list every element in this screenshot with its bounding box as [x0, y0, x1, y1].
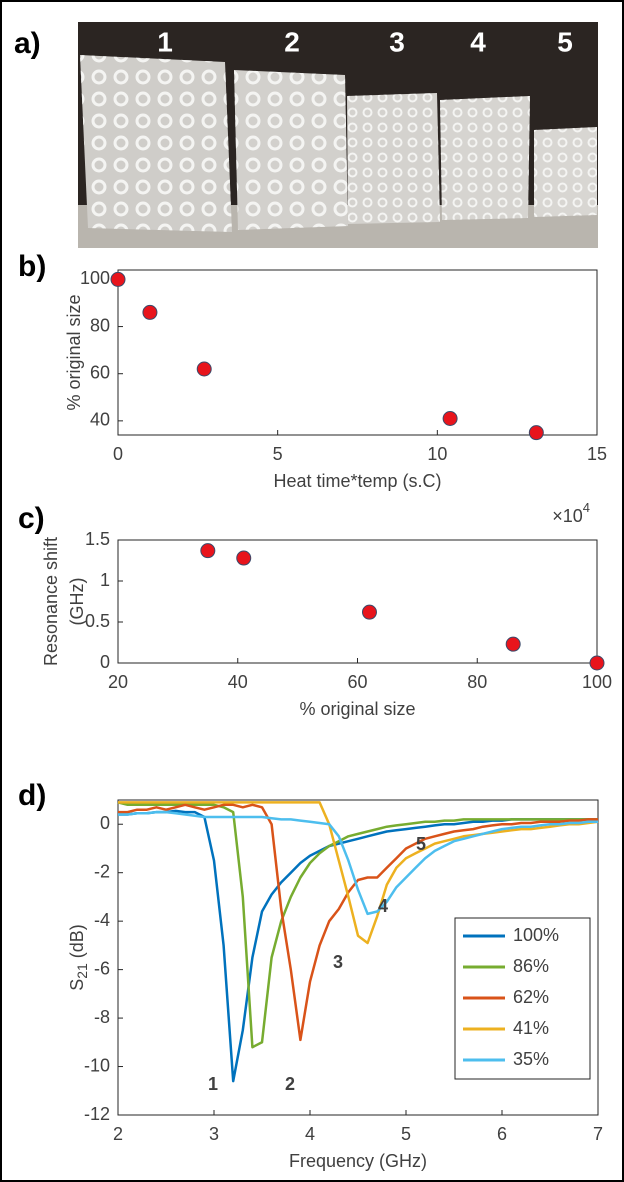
- annotation: 1: [208, 1074, 218, 1094]
- y-axis-label: Resonance shift: [41, 537, 61, 666]
- x-tick-label: 40: [228, 672, 248, 692]
- panel-label: b): [18, 250, 46, 283]
- data-point: [442, 411, 458, 426]
- panel-label: c): [18, 502, 45, 535]
- legend-label: 86%: [513, 956, 549, 976]
- annotation: 3: [333, 952, 343, 972]
- data-point: [196, 361, 212, 377]
- y-tick-label: 0.5: [85, 611, 110, 631]
- y-axis-label: % original size: [64, 294, 84, 410]
- panel-label: d): [18, 779, 46, 812]
- y-tick-label: -12: [84, 1104, 110, 1124]
- legend-label: 100%: [513, 925, 559, 945]
- x-tick-label: 10: [427, 444, 447, 464]
- x-tick-label: 5: [273, 444, 283, 464]
- y-tick-label: -8: [94, 1007, 110, 1027]
- annotation: 5: [416, 834, 426, 854]
- x-tick-label: 5: [401, 1124, 411, 1144]
- panel-label: a): [14, 27, 41, 60]
- plot-area: [117, 269, 598, 436]
- annotation: 4: [378, 896, 388, 916]
- x-tick-label: 60: [347, 672, 367, 692]
- y-axis-label-part: S: [67, 979, 87, 991]
- photo-label: 4: [470, 26, 486, 57]
- y-tick-label: -6: [94, 958, 110, 978]
- y-tick-label: 80: [90, 315, 110, 335]
- x-tick-label: 0: [113, 444, 123, 464]
- photo-label: 3: [389, 26, 405, 57]
- legend-label: 41%: [513, 1018, 549, 1038]
- series-line: [117, 801, 598, 1049]
- y-axis-label: (GHz): [67, 578, 87, 626]
- data-point: [236, 550, 252, 566]
- y-tick-label: -2: [94, 861, 110, 881]
- data-point: [200, 543, 216, 559]
- data-point: [528, 425, 544, 441]
- x-tick-label: 4: [305, 1124, 315, 1144]
- data-point: [361, 604, 377, 620]
- photo: [78, 22, 598, 248]
- plot-area: [117, 539, 598, 664]
- series-line: [118, 810, 598, 916]
- series-line: [118, 803, 598, 1042]
- annotation: 2: [285, 1074, 295, 1094]
- y-axis-label-part: 21: [74, 963, 90, 979]
- y-tick-label: 1.5: [85, 529, 110, 549]
- y-tick-label: 1: [100, 570, 110, 590]
- x-tick-label: 15: [587, 444, 607, 464]
- x-tick-label: 3: [209, 1124, 219, 1144]
- y-axis-label: S21 (dB): [67, 924, 90, 991]
- x-multiplier-base: ×10: [552, 506, 583, 526]
- x-tick-label: 2: [113, 1124, 123, 1144]
- x-tick-label: 7: [593, 1124, 603, 1144]
- photo-label: 5: [557, 26, 573, 57]
- x-axis-label: % original size: [299, 699, 415, 719]
- data-point: [110, 271, 126, 287]
- x-tick-label: 20: [108, 672, 128, 692]
- photo-label: 1: [157, 26, 173, 57]
- data-point: [589, 655, 605, 671]
- y-tick-label: 0: [100, 813, 110, 833]
- y-tick-label: -4: [94, 910, 110, 930]
- legend-label: 35%: [513, 1049, 549, 1069]
- y-tick-label: 100: [80, 268, 110, 288]
- data-point: [142, 304, 158, 320]
- legend-label: 62%: [513, 987, 549, 1007]
- y-tick-label: 0: [100, 652, 110, 672]
- photo-label: 2: [284, 26, 300, 57]
- series-line: [118, 801, 599, 945]
- x-tick-label: 6: [497, 1124, 507, 1144]
- x-axis-label: Heat time*temp (s.C): [273, 471, 441, 491]
- y-tick-label: -10: [84, 1055, 110, 1075]
- x-tick-label: 80: [467, 672, 487, 692]
- x-multiplier: ×104: [552, 500, 590, 525]
- y-tick-label: 40: [90, 410, 110, 430]
- x-multiplier-exp: 4: [583, 500, 590, 515]
- y-tick-label: 60: [90, 362, 110, 382]
- y-axis-label-part: (dB): [67, 924, 87, 963]
- x-tick-label: 100: [582, 672, 612, 692]
- x-axis-label: Frequency (GHz): [289, 1151, 427, 1171]
- data-point: [505, 636, 521, 652]
